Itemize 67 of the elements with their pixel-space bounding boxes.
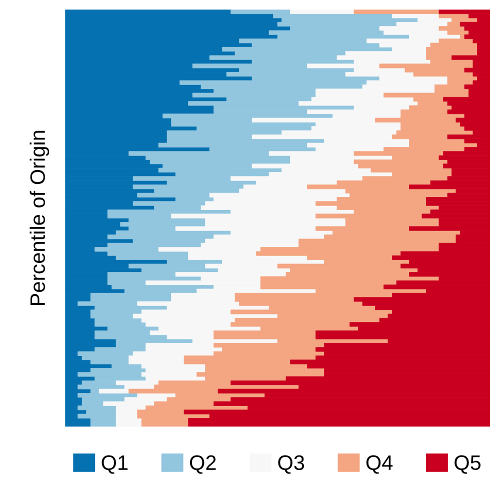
bar (230, 310, 392, 314)
y-axis-title: Percentile of Origin (30, 130, 50, 305)
bar (464, 34, 490, 40)
bar (175, 272, 286, 277)
bar (65, 18, 282, 22)
legend-label: Q4 (366, 455, 393, 474)
bar (354, 10, 440, 14)
bar (141, 422, 189, 427)
bar (298, 238, 456, 244)
legend-label: Q3 (278, 455, 304, 474)
bar (65, 68, 240, 72)
bar (116, 422, 142, 427)
bar (384, 92, 469, 98)
bar (90, 422, 116, 427)
bar (65, 155, 146, 160)
bar (65, 314, 91, 318)
bar (78, 414, 116, 418)
bar (298, 101, 418, 106)
bar (107, 276, 202, 281)
bar (409, 226, 490, 231)
bar (464, 68, 490, 72)
bar (192, 92, 316, 98)
bar (384, 284, 490, 290)
bar (146, 280, 261, 286)
bar (65, 188, 155, 194)
bar (307, 142, 410, 148)
bar (78, 372, 142, 377)
bar (65, 105, 214, 110)
bar (65, 401, 82, 406)
bar (316, 334, 490, 340)
bar (78, 384, 125, 390)
bar (65, 226, 130, 231)
legend-label: Q2 (190, 455, 216, 474)
bar (464, 126, 490, 131)
bar (447, 109, 490, 114)
bar (137, 414, 210, 418)
bar (214, 401, 490, 406)
bar (65, 288, 125, 294)
bar (65, 422, 91, 427)
bar (430, 42, 478, 48)
bar (65, 326, 108, 331)
bar (65, 276, 108, 281)
bar (400, 264, 490, 268)
bar (290, 10, 354, 14)
bar (438, 155, 490, 160)
legend-label: Q5 (454, 455, 481, 474)
bar (336, 55, 426, 60)
bar (422, 214, 490, 218)
bar (260, 276, 440, 281)
bar (396, 130, 474, 135)
bar (443, 164, 490, 168)
bar (464, 26, 490, 31)
bar (132, 314, 278, 318)
bar (409, 272, 490, 277)
bar (218, 388, 490, 394)
bar (426, 201, 490, 206)
legend-label: Q1 (102, 455, 128, 474)
bar (438, 26, 465, 31)
bar (452, 55, 490, 60)
bar (379, 64, 474, 68)
bar (116, 414, 138, 418)
bar (409, 184, 490, 190)
bar (188, 422, 490, 427)
bar (456, 118, 490, 122)
bar (158, 168, 282, 172)
bar (65, 42, 252, 48)
bar (65, 118, 172, 122)
